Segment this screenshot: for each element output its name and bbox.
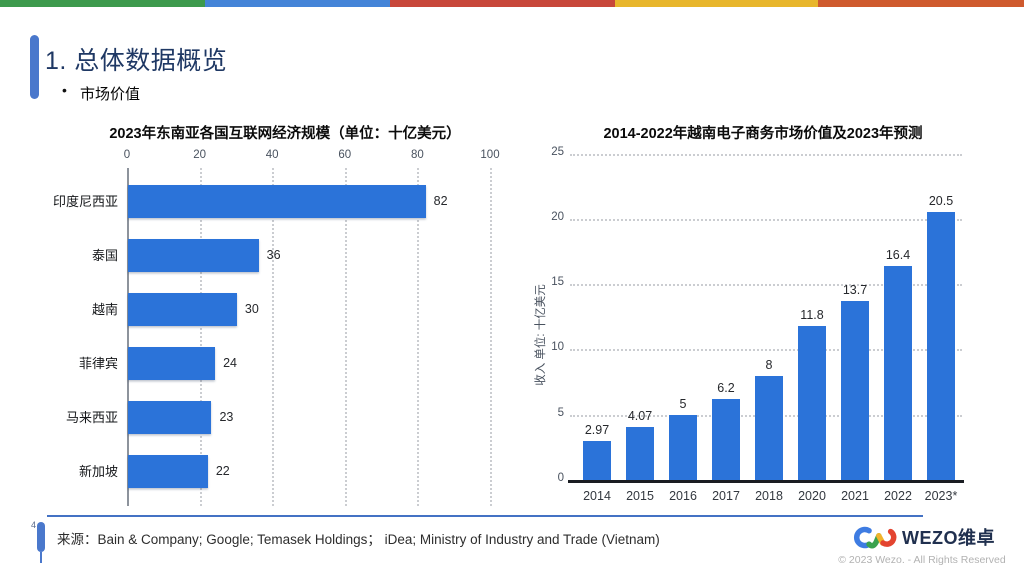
bar [798,325,826,480]
bar-value-label: 2.97 [584,423,610,438]
y-axis-tick-label: 25 [551,145,564,158]
y-axis-tick-label: 15 [551,276,564,289]
y-axis-tick-label: 5 [557,406,564,419]
bullet-label: 市场价值 [80,86,141,103]
bar-value-label: 22 [215,464,230,478]
gridline [417,168,420,506]
source-text: 来源：Bain & Company; Google; Temasek Holdi… [57,532,660,547]
bar [128,239,259,272]
y-axis-tick-label: 10 [551,341,564,354]
page-title: 1. 总体数据概览 [45,47,228,75]
category-label: 新加坡 [78,464,118,479]
bar [712,399,740,480]
bar-value-label: 23 [219,410,234,424]
bar [841,301,869,480]
bar [128,347,216,380]
stripe-segment [205,0,390,7]
plot-area-left: 0 20 40 60 80 100 印度尼西亚 82 泰国 36 越南 30 菲律宾 24 马来西亚 23 新加… [50,120,520,515]
gridline [272,168,275,506]
x-axis-line [568,480,964,483]
x-axis-tick-label: 100 [480,149,500,161]
footer-divider-line [47,515,923,517]
bar [927,212,955,480]
y-axis-line [127,168,129,506]
bar [669,414,697,480]
chart-title-left: 2023年东南亚各国互联网经济规模（单位：十亿美元） [109,126,461,142]
bar [128,293,237,326]
x-axis-tick-label: 2017 [712,489,740,503]
top-stripe [0,0,1024,7]
x-axis-tick-label: 0 [123,149,131,161]
x-axis-tick-label: 2015 [626,489,654,503]
category-label: 泰国 [91,248,118,263]
bar-value-label: 16.4 [885,247,911,262]
gridline [570,153,962,156]
bar-value-label: 30 [244,302,259,316]
category-label: 马来西亚 [65,410,118,425]
gridline [490,168,492,506]
plot-area-right: 0 5 10 15 20 25 2.97 2014 4.07 2015 5 2016 6.2 2017 8 2… [528,120,998,520]
x-axis-tick-label: 2021 [841,489,869,503]
x-axis-tick-label: 2014 [583,489,611,503]
x-axis-tick-label: 2018 [755,489,783,503]
copyright-text: © 2023 Wezo. - All Rights Reserved [838,554,1006,566]
gridline [570,349,962,352]
y-axis-tick-label: 0 [557,472,564,484]
brand-name: WEZO维卓 [902,528,995,548]
gridline [199,168,202,506]
x-axis-tick-label: 2023* [924,489,958,503]
bar [128,401,212,434]
bar-value-label: 20.5 [928,194,954,209]
x-axis-tick-label: 40 [265,149,279,161]
stripe-segment [390,0,615,7]
x-axis-tick-label: 20 [193,149,206,161]
bullet-dot: • [62,82,67,98]
x-axis-tick-label: 60 [338,149,352,161]
bar-value-label: 13.7 [842,283,868,298]
bar [128,455,208,488]
chart-title-right: 2014-2022年越南电子商务市场价值及2023年预测 [603,126,923,142]
x-axis-tick-label: 2022 [884,489,912,503]
title-accent-bar [30,35,39,99]
stripe-segment [0,0,205,7]
page-number: 4 [31,520,37,530]
chart-sea-internet-economy: 2023年东南亚各国互联网经济规模（单位：十亿美元） 0 20 40 60 80 100 印… [50,120,520,515]
category-label: 越南 [91,302,118,317]
brand-logo: WEZO维卓 [853,524,995,550]
x-axis-tick-label: 80 [410,149,424,161]
chart-vietnam-ecommerce: 2014-2022年越南电子商务市场价值及2023年预测 收入 单位: 十亿美元… [528,120,998,520]
x-axis-tick-label: 2016 [669,489,697,503]
footer-accent-tail [40,552,42,563]
x-axis-tick-label: 2020 [798,489,826,503]
wezo-logo-icon [854,526,897,548]
bar-value-label: 24 [223,356,238,370]
bar-value-label: 36 [266,248,281,262]
stripe-segment [615,0,818,7]
bar-value-label: 6.2 [717,381,735,396]
category-label: 印度尼西亚 [52,194,118,209]
bar-value-label: 8 [765,357,773,372]
category-label: 菲律宾 [78,356,118,371]
bar [755,375,783,480]
bar-value-label: 4.07 [627,408,653,423]
y-axis-tick-label: 20 [551,210,564,223]
bar [884,265,912,480]
bar-value-label: 82 [433,194,448,208]
bar [128,185,426,218]
gridline [570,284,962,287]
gridline [344,168,347,506]
gridline [570,218,962,221]
footer-accent-bar [37,522,45,552]
stripe-segment [818,0,1024,7]
bar-value-label: 5 [679,396,687,411]
bar [626,426,654,480]
bar [583,441,611,480]
bar-value-label: 11.8 [800,307,824,322]
